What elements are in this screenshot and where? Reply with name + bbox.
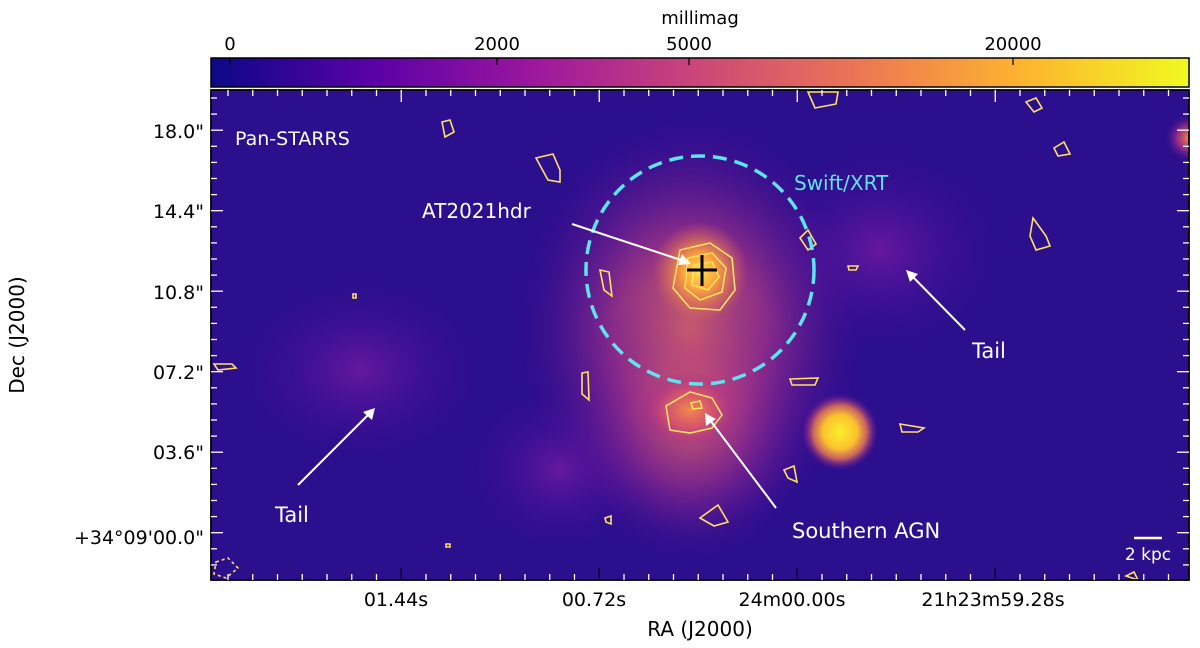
contour bbox=[1123, 570, 1139, 580]
contour bbox=[782, 464, 799, 484]
contours bbox=[212, 91, 1139, 580]
arrow-head-icon bbox=[363, 408, 375, 420]
x-tick-label: 24m00.00s bbox=[739, 589, 846, 611]
contour bbox=[212, 363, 238, 371]
y-tick-labels: 18.0" 14.4" 10.8" 07.2" 03.6" +34°09'00.… bbox=[74, 121, 204, 549]
y-axis-label: Dec (J2000) bbox=[5, 276, 29, 393]
contour bbox=[598, 268, 614, 298]
arrow bbox=[709, 419, 777, 509]
contour bbox=[691, 261, 720, 291]
y-tick-label: +34°09'00.0" bbox=[74, 527, 204, 549]
y-tick-label: 07.2" bbox=[153, 362, 204, 384]
contour bbox=[445, 543, 451, 548]
source-label: AT2021hdr bbox=[422, 199, 532, 223]
galaxy-core bbox=[652, 222, 748, 322]
colorbar-ticks bbox=[229, 58, 1014, 65]
contour bbox=[798, 228, 818, 252]
colorbar-tick-label: 0 bbox=[224, 34, 235, 55]
tail-label-right: Tail bbox=[971, 339, 1006, 363]
contour bbox=[684, 252, 727, 301]
axis-ticks bbox=[211, 90, 1189, 580]
diffuse-emission bbox=[240, 280, 480, 460]
colorbar-tick-label: 20000 bbox=[984, 34, 1041, 55]
x-tick-label: 21h23m59.28s bbox=[921, 589, 1064, 611]
colorbar-tick-label: 5000 bbox=[666, 34, 712, 55]
source-cross-icon bbox=[687, 255, 717, 286]
contour bbox=[846, 265, 860, 271]
colorbar-label: millimag bbox=[661, 8, 739, 29]
contour bbox=[1029, 215, 1052, 251]
plot-frame bbox=[210, 89, 1190, 581]
contour bbox=[689, 400, 704, 410]
contour bbox=[665, 391, 723, 434]
arrow bbox=[297, 413, 370, 486]
image-panel bbox=[211, 90, 1189, 580]
edge-source bbox=[1165, 114, 1189, 162]
contour bbox=[352, 293, 357, 299]
arrow-head-icon bbox=[678, 254, 691, 265]
arrow bbox=[571, 223, 685, 262]
contour bbox=[898, 423, 927, 433]
survey-label: Pan-STARRS bbox=[235, 128, 350, 150]
contour bbox=[441, 119, 455, 139]
xrt-label: Swift/XRT bbox=[794, 171, 889, 195]
y-tick-label: 03.6" bbox=[153, 442, 204, 464]
xrt-error-circle bbox=[584, 154, 816, 386]
contour bbox=[604, 514, 612, 526]
annotation-arrows bbox=[297, 223, 966, 509]
arrow-head-icon bbox=[906, 270, 918, 282]
y-tick-label: 14.4" bbox=[153, 201, 204, 223]
colorbar-gradient bbox=[210, 57, 1190, 88]
contour bbox=[1024, 97, 1044, 114]
colorbar-tick-label: 2000 bbox=[474, 34, 520, 55]
x-tick-labels: 01.44s 00.72s 24m00.00s 21h23m59.28s bbox=[364, 589, 1065, 611]
bright-star bbox=[802, 394, 878, 470]
contour bbox=[534, 153, 561, 183]
y-tick-label: 18.0" bbox=[153, 121, 204, 143]
x-tick-label: 00.72s bbox=[562, 589, 626, 611]
colorbar: millimag 0 2000 5000 20000 bbox=[210, 8, 1190, 88]
contour bbox=[788, 377, 820, 386]
contour bbox=[672, 242, 736, 311]
arrow bbox=[911, 275, 966, 331]
x-axis-label: RA (J2000) bbox=[647, 617, 753, 641]
scalebar-label: 2 kpc bbox=[1125, 545, 1171, 565]
southern-agn-glow bbox=[640, 372, 740, 448]
y-tick-label: 10.8" bbox=[153, 282, 204, 304]
contour bbox=[1052, 140, 1072, 157]
agn-label: Southern AGN bbox=[792, 519, 940, 543]
contour bbox=[581, 371, 590, 402]
tail-label-left: Tail bbox=[274, 503, 309, 527]
contour bbox=[806, 91, 839, 109]
arrow-head-icon bbox=[705, 413, 716, 426]
x-tick-label: 01.44s bbox=[364, 589, 428, 611]
contour bbox=[698, 503, 730, 527]
